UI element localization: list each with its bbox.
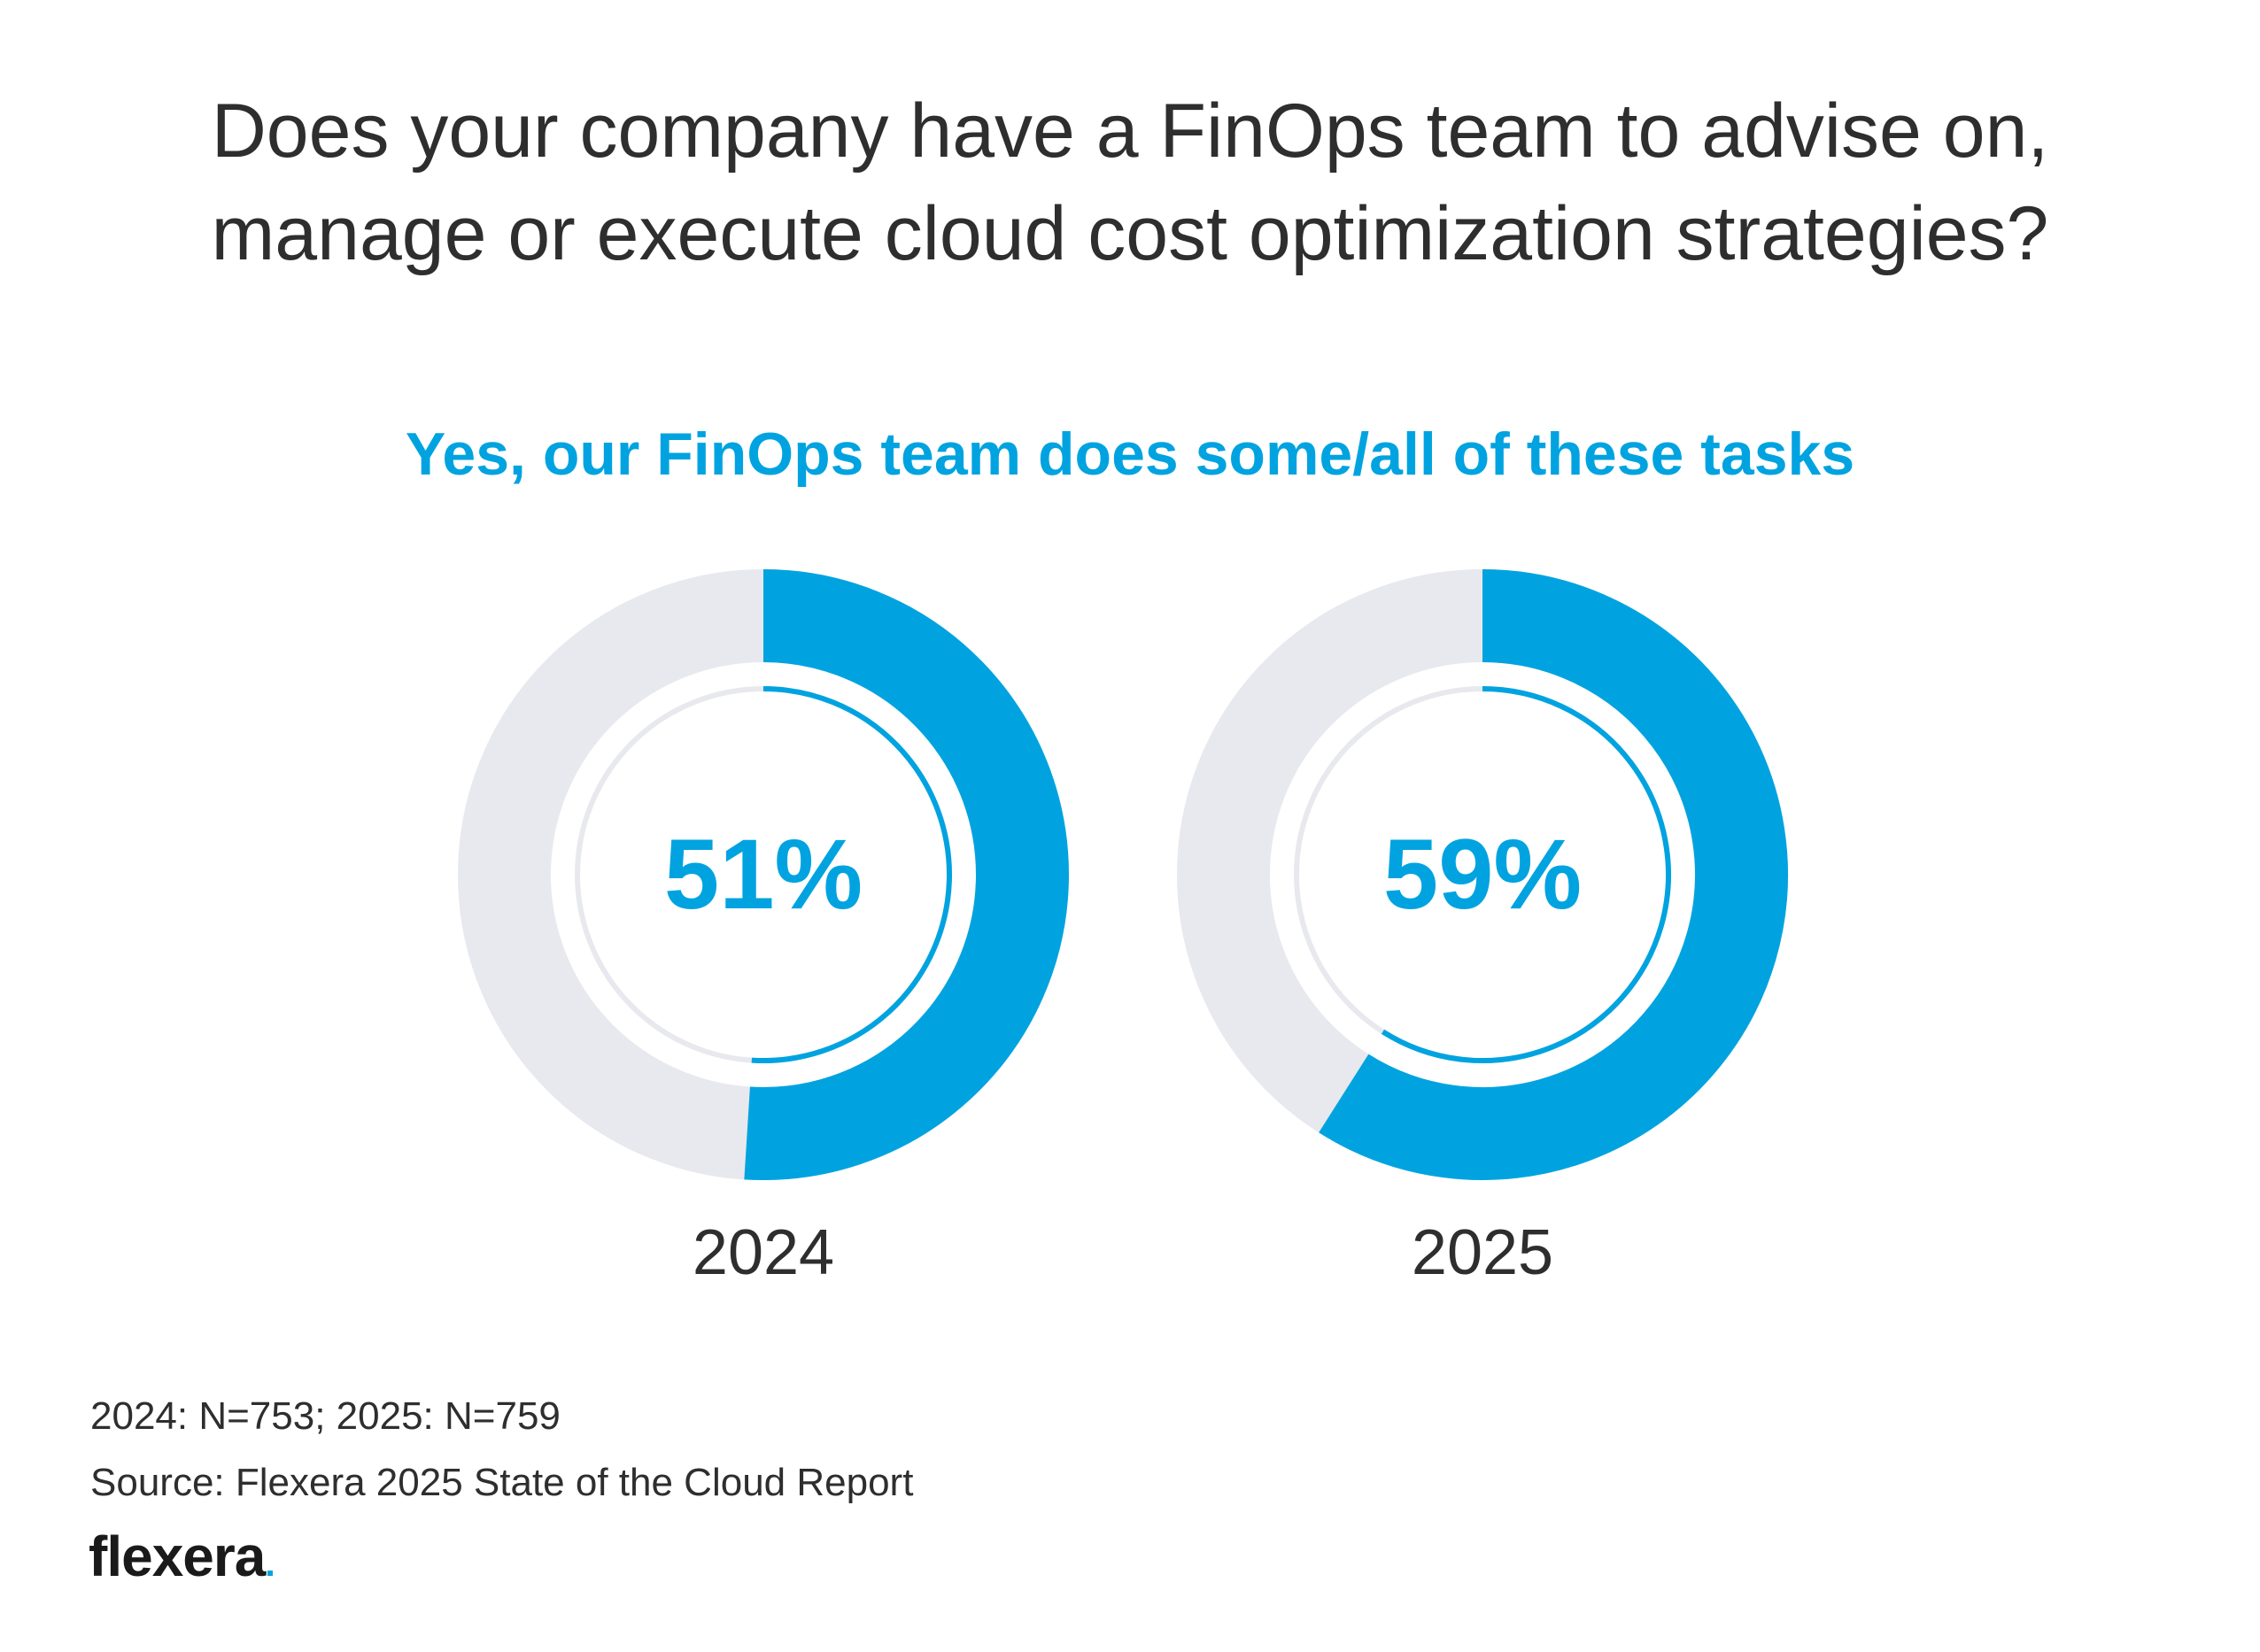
category-label-2025: 2025 — [1411, 1217, 1554, 1288]
donut-2024-graphic — [458, 569, 1069, 1180]
donut-2024-value-label: 51% — [663, 819, 863, 930]
donut-chart-2025: 59% — [1173, 565, 1792, 1185]
logo-dot-icon — [267, 1571, 274, 1576]
flexera-logo: flexera — [89, 1521, 274, 1592]
donut-2025-inner-arc — [1381, 686, 1671, 1063]
category-label-2024: 2024 — [692, 1217, 835, 1288]
chart-title-line-2: manage or execute cloud cost optimizatio… — [211, 191, 2049, 276]
donut-2025-value-label: 59% — [1382, 819, 1583, 930]
chart-title: Does your company have a FinOps team to … — [0, 80, 2260, 285]
donut-chart-2024: 51% — [453, 565, 1073, 1185]
sample-size-note: 2024: N=753; 2025: N=759 — [90, 1394, 561, 1438]
source-note: Source: Flexera 2025 State of the Cloud … — [90, 1461, 914, 1504]
donut-2025-outer-arc — [1319, 569, 1788, 1180]
donut-2024-outer-arc — [744, 569, 1069, 1180]
chart-subtitle: Yes, our FinOps team does some/all of th… — [405, 421, 1855, 488]
chart-title-line-1: Does your company have a FinOps team to … — [211, 89, 2049, 174]
donut-2024-inner-arc — [751, 686, 952, 1063]
donut-2025-graphic — [1177, 569, 1788, 1180]
flexera-logo-text: flexera — [89, 1525, 266, 1588]
